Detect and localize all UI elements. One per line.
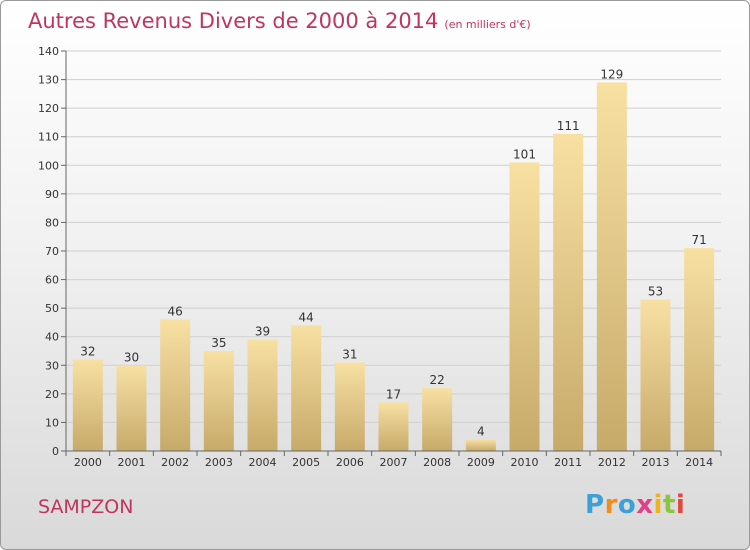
x-tick-label: 2006 — [336, 456, 364, 469]
logo-letter: x — [636, 490, 654, 520]
logo-letter: i — [653, 490, 663, 520]
bar-value-label: 35 — [211, 336, 226, 350]
proxiti-logo[interactable]: Proxiti — [585, 490, 685, 520]
commune-name: SAMPZON — [38, 496, 134, 518]
bar-value-label: 17 — [386, 387, 401, 401]
x-tick-label: 2014 — [685, 456, 713, 469]
bar — [509, 162, 540, 451]
bar-value-label: 129 — [600, 67, 623, 81]
x-tick-label: 2011 — [554, 456, 582, 469]
x-tick-label: 2010 — [511, 456, 539, 469]
bar — [422, 388, 453, 451]
chart-unit: (en milliers d'€) — [444, 18, 531, 31]
bar-value-label: 53 — [648, 285, 663, 299]
bar-value-label: 111 — [557, 119, 580, 133]
y-tick-label: 70 — [45, 245, 59, 258]
y-tick-label: 20 — [45, 388, 59, 401]
bar-value-label: 32 — [80, 345, 95, 359]
y-tick-label: 90 — [45, 188, 59, 201]
bar — [640, 299, 671, 451]
bar-value-label: 22 — [430, 373, 445, 387]
bar — [160, 319, 191, 451]
logo-letter: t — [662, 490, 676, 520]
bars: 32 30 46 35 39 44 31 17 22 4 101 111 129 53 71 — [72, 67, 715, 451]
y-tick-label: 10 — [45, 416, 59, 429]
x-tick-label: 2009 — [467, 456, 495, 469]
y-tick-label: 110 — [38, 131, 59, 144]
y-axis: 0 10 20 30 40 50 60 70 80 90 100 110 120 130 140 — [38, 45, 67, 458]
x-tick-label: 2007 — [380, 456, 408, 469]
y-tick-label: 50 — [45, 302, 59, 315]
y-tick-label: 80 — [45, 216, 59, 229]
bar — [247, 339, 278, 451]
logo-letter: o — [617, 490, 637, 520]
y-tick-label: 140 — [38, 45, 59, 58]
bar — [116, 365, 147, 451]
bar-value-label: 71 — [692, 233, 707, 247]
bar — [596, 82, 627, 451]
x-tick-label: 2012 — [598, 456, 626, 469]
y-tick-label: 0 — [52, 445, 59, 458]
bar — [378, 402, 409, 451]
y-tick-label: 130 — [38, 74, 59, 87]
x-tick-label: 2002 — [161, 456, 189, 469]
y-tick-label: 40 — [45, 331, 59, 344]
bar — [334, 362, 365, 451]
x-tick-label: 2000 — [74, 456, 102, 469]
x-tick-label: 2004 — [249, 456, 277, 469]
bar-value-label: 30 — [124, 350, 139, 364]
bar — [291, 325, 322, 451]
chart-title: Autres Revenus Divers de 2000 à 2014 (en … — [28, 9, 531, 33]
y-tick-label: 100 — [38, 159, 59, 172]
bar — [72, 359, 103, 451]
y-tick-label: 60 — [45, 274, 59, 287]
logo-letter: P — [585, 490, 605, 520]
bar — [465, 439, 496, 451]
logo-letter: r — [604, 490, 618, 520]
bar — [553, 133, 584, 451]
bar-value-label: 4 — [477, 425, 485, 439]
x-tick-label: 2008 — [423, 456, 451, 469]
bar-value-label: 39 — [255, 325, 270, 339]
x-axis: 2000 2001 2002 2003 2004 2005 2006 2007 2008 2009… — [65, 450, 722, 469]
bar — [203, 351, 234, 451]
y-tick-label: 120 — [38, 102, 59, 115]
bar-value-label: 101 — [513, 147, 536, 161]
x-tick-label: 2013 — [642, 456, 670, 469]
bar — [684, 248, 715, 451]
logo-letter: i — [675, 490, 686, 520]
y-tick-label: 30 — [45, 359, 59, 372]
bar-value-label: 44 — [299, 310, 314, 324]
x-tick-label: 2001 — [118, 456, 146, 469]
x-tick-label: 2005 — [292, 456, 320, 469]
bar-value-label: 46 — [168, 305, 183, 319]
bar-value-label: 31 — [342, 347, 357, 361]
x-tick-label: 2003 — [205, 456, 233, 469]
chart-title-text: Autres Revenus Divers de 2000 à 2014 — [28, 9, 439, 33]
